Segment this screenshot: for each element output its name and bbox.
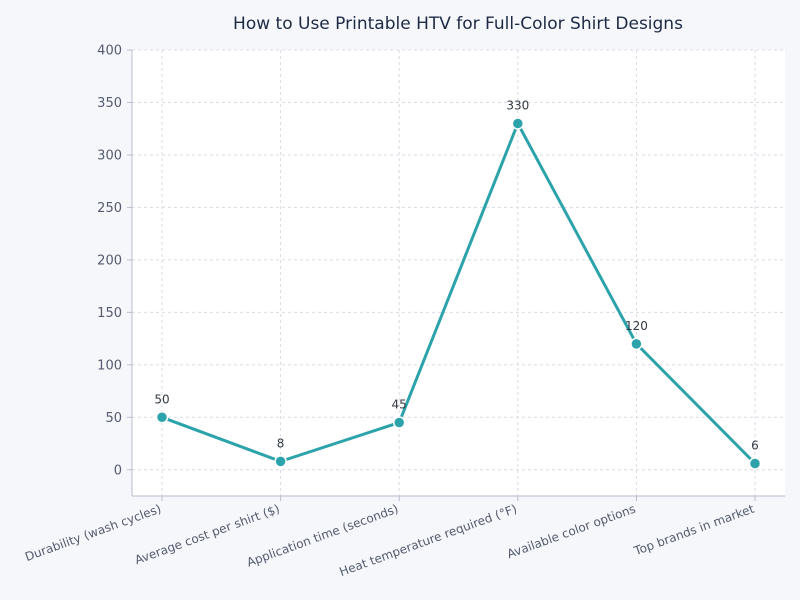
data-label: 8 [277,436,285,450]
data-labels: 50 8 45 330 120 6 [154,98,758,452]
data-label: 50 [154,392,169,406]
data-point [274,455,287,468]
data-point [630,337,643,351]
y-tick-label: 100 [97,358,122,373]
data-point [511,117,525,130]
data-label: 120 [625,319,648,333]
data-label: 6 [751,438,759,452]
data-point [748,457,762,470]
y-tick-label: 250 [97,201,122,216]
data-point [155,411,169,424]
y-tick-label: 350 [97,96,122,111]
series-group [155,117,762,470]
y-tick-label: 300 [97,148,122,163]
y-axis-ticks: 0 50 100 150 200 250 300 350 400 [97,44,132,478]
data-label: 330 [506,98,529,112]
y-tick-label: 50 [105,411,122,426]
y-tick-label: 150 [97,306,122,321]
y-tick-label: 200 [97,253,122,268]
grid [132,49,785,496]
y-tick-label: 0 [114,463,122,478]
data-label: 45 [392,398,407,412]
y-tick-label: 400 [97,44,122,59]
series-line [161,121,757,465]
data-point [392,416,406,429]
chart-title: How to Use Printable HTV for Full-Color … [233,14,683,34]
